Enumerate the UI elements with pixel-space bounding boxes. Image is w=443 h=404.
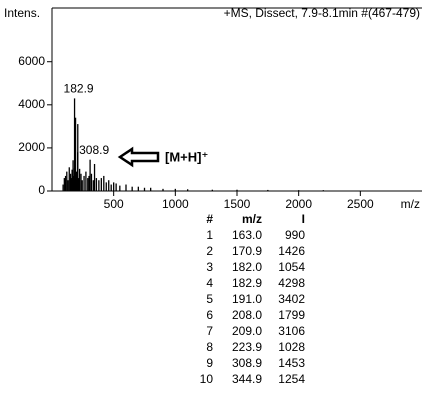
table-cell: 344.9 (232, 372, 262, 386)
table-cell: 2 (206, 244, 213, 258)
table-cell: 182.9 (232, 276, 262, 290)
table-cell: 5 (206, 292, 213, 306)
x-tick-label: 1000 (162, 197, 189, 211)
chart-title: +MS, Dissect, 7.9-8.1min #(467-479) (224, 6, 420, 20)
table-cell: 1453 (278, 356, 305, 370)
y-tick-label: 0 (38, 183, 45, 197)
table-cell: 1028 (278, 340, 305, 354)
x-tick-label: 500 (104, 197, 124, 211)
table-cell: 170.9 (232, 244, 262, 258)
table-cell: 7 (206, 324, 213, 338)
table-cell: 3402 (278, 292, 305, 306)
table-header: m/z (242, 212, 262, 226)
peak-label: 182.9 (64, 82, 94, 96)
x-tick-label: 2500 (347, 197, 374, 211)
y-axis-label: Intens. (4, 6, 40, 20)
table-header: # (206, 212, 213, 226)
x-axis-label: m/z (401, 197, 420, 211)
x-tick-label: 1500 (224, 197, 251, 211)
table-cell: 182.0 (232, 260, 262, 274)
table-cell: 3106 (278, 324, 305, 338)
table-cell: 1 (206, 228, 213, 242)
table-cell: 1799 (278, 308, 305, 322)
table-cell: 1254 (278, 372, 305, 386)
y-tick-label: 2000 (18, 140, 45, 154)
table-cell: 191.0 (232, 292, 262, 306)
table-cell: 209.0 (232, 324, 262, 338)
table-cell: 6 (206, 308, 213, 322)
table-cell: 9 (206, 356, 213, 370)
y-tick-label: 4000 (18, 97, 45, 111)
table-cell: 223.9 (232, 340, 262, 354)
table-cell: 208.0 (232, 308, 262, 322)
table-cell: 163.0 (232, 228, 262, 242)
table-header: I (302, 212, 305, 226)
table-cell: 308.9 (232, 356, 262, 370)
table-cell: 10 (200, 372, 214, 386)
peak-label: 308.9 (79, 143, 109, 157)
peak-table: # m/z I 1 163.0 990 2 170.9 1426 3 182.0 1054 4 182.9… (200, 212, 306, 386)
table-cell: 4 (206, 276, 213, 290)
y-tick-label: 6000 (18, 54, 45, 68)
table-cell: 990 (285, 228, 305, 242)
table-cell: 4298 (278, 276, 305, 290)
table-cell: 8 (206, 340, 213, 354)
table-cell: 3 (206, 260, 213, 274)
table-cell: 1054 (278, 260, 305, 274)
table-cell: 1426 (278, 244, 305, 258)
x-tick-label: 2000 (285, 197, 312, 211)
arrow (117, 146, 160, 168)
callout: [M+H]⁺ (165, 149, 208, 164)
